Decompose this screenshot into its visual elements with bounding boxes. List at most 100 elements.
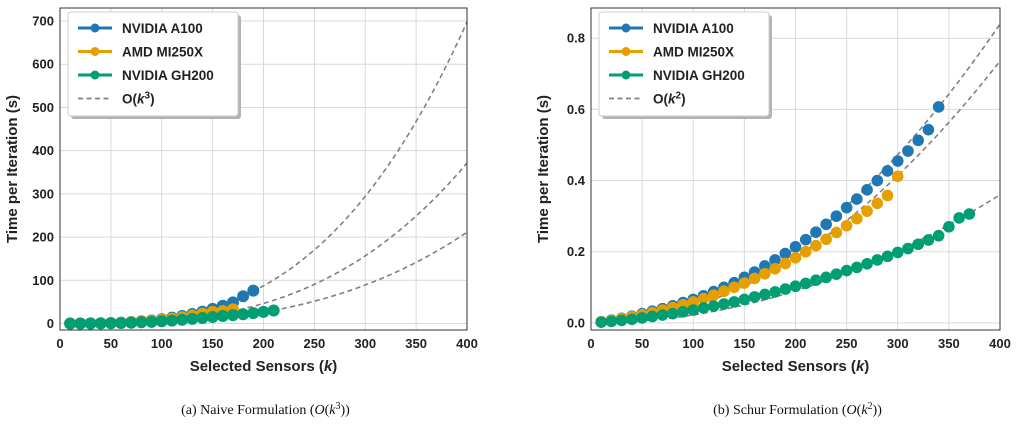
data-point	[830, 268, 843, 280]
x-tick-label: 200	[253, 336, 275, 351]
data-point	[206, 311, 219, 324]
data-point	[902, 145, 914, 157]
x-axis-label: Selected Sensors (k)	[190, 358, 338, 375]
data-point	[871, 197, 884, 210]
data-point	[912, 238, 924, 251]
x-tick-label: 0	[56, 336, 63, 351]
y-tick-label: 700	[32, 13, 54, 28]
data-point	[728, 281, 740, 294]
data-point	[799, 277, 812, 290]
y-tick-label: 0.2	[567, 244, 585, 259]
data-point	[799, 233, 812, 246]
legend-label: O(k2)	[653, 90, 686, 107]
data-point	[861, 184, 873, 196]
x-tick-label: 200	[785, 336, 807, 351]
x-tick-label: 300	[887, 336, 909, 351]
data-point	[247, 284, 260, 297]
legend-label: AMD MI250X	[653, 45, 734, 60]
x-tick-label: 100	[151, 336, 173, 351]
y-tick-labels: 0.0 0.2 0.4 0.6 0.8	[567, 31, 586, 331]
y-tick-label: 0.4	[567, 173, 586, 188]
x-tick-label: 400	[456, 336, 478, 351]
data-point	[810, 274, 822, 286]
x-tick-label: 50	[104, 336, 118, 351]
data-point	[687, 296, 700, 308]
data-point	[851, 193, 863, 205]
data-point	[881, 189, 894, 202]
data-point	[267, 304, 280, 317]
data-point	[759, 288, 771, 301]
data-point	[789, 240, 802, 253]
data-point	[922, 234, 935, 246]
data-point	[186, 312, 199, 325]
data-point	[718, 298, 730, 310]
y-tick-label: 400	[32, 143, 54, 158]
legend-marker	[621, 47, 631, 56]
legend-label: NVIDIA A100	[653, 21, 734, 36]
data-point	[881, 165, 894, 177]
legend-label: AMD MI250X	[122, 45, 203, 60]
data-point	[840, 219, 853, 232]
data-point	[667, 307, 679, 320]
y-tick-label: 0	[47, 316, 54, 331]
data-point	[871, 174, 884, 187]
data-point	[595, 316, 608, 328]
data-point	[135, 316, 148, 329]
data-point	[247, 307, 260, 320]
data-point	[697, 292, 710, 305]
y-tick-labels: 0 100 200 300 400 500 600 700	[32, 13, 54, 331]
data-point	[891, 246, 904, 259]
data-point	[237, 290, 250, 303]
data-point	[779, 247, 792, 260]
legend-marker	[90, 23, 100, 33]
data-point	[748, 272, 761, 285]
data-point	[820, 271, 832, 284]
legend-marker	[621, 70, 631, 80]
data-point	[963, 208, 976, 220]
data-point	[891, 155, 904, 167]
data-point	[840, 201, 853, 214]
caption: (a) Naive Formulation (O(k3))	[181, 401, 350, 419]
data-point	[738, 293, 751, 306]
y-axis-label: Time per Iteration (s)	[535, 95, 552, 243]
legend-label: NVIDIA A100	[122, 21, 203, 36]
x-tick-label: 0	[587, 336, 594, 351]
data-point	[646, 310, 659, 323]
x-tick-label: 350	[405, 336, 427, 351]
data-point	[943, 221, 955, 233]
legend: NVIDIA A100 AMD MI250X NVIDIA GH200 O(k2)	[598, 11, 772, 119]
legend-box	[67, 11, 239, 117]
data-point	[779, 283, 792, 295]
legend: NVIDIA A100 AMD MI250X NVIDIA GH200 O(k3)	[67, 11, 241, 119]
data-point	[707, 289, 720, 301]
data-point	[779, 257, 792, 270]
reference-curve	[70, 21, 468, 325]
data-point	[922, 123, 935, 136]
legend-label: NVIDIA GH200	[122, 68, 214, 83]
data-point	[769, 254, 781, 266]
y-tick-label: 100	[32, 273, 54, 288]
data-point	[881, 250, 894, 263]
data-point	[932, 229, 945, 242]
reference-curve	[70, 162, 468, 325]
data-point	[115, 316, 128, 329]
data-point	[912, 134, 924, 147]
data-point	[891, 170, 904, 183]
data-point	[626, 313, 638, 326]
x-axis-label: Selected Sensors (k)	[722, 358, 870, 375]
x-tick-label: 100	[682, 336, 704, 351]
y-tick-label: 600	[32, 57, 54, 72]
data-point	[789, 280, 802, 293]
data-point	[176, 313, 189, 326]
data-point	[677, 306, 689, 318]
data-point	[718, 285, 730, 298]
legend-marker	[621, 23, 631, 33]
data-point	[226, 309, 239, 322]
caption: (b) Schur Formulation (O(k2))	[713, 401, 882, 419]
data-point	[165, 314, 178, 327]
data-point	[728, 296, 740, 308]
y-tick-label: 500	[32, 100, 54, 115]
data-point	[820, 233, 832, 246]
plot-frame	[59, 7, 468, 331]
x-tick-label: 150	[202, 336, 224, 351]
